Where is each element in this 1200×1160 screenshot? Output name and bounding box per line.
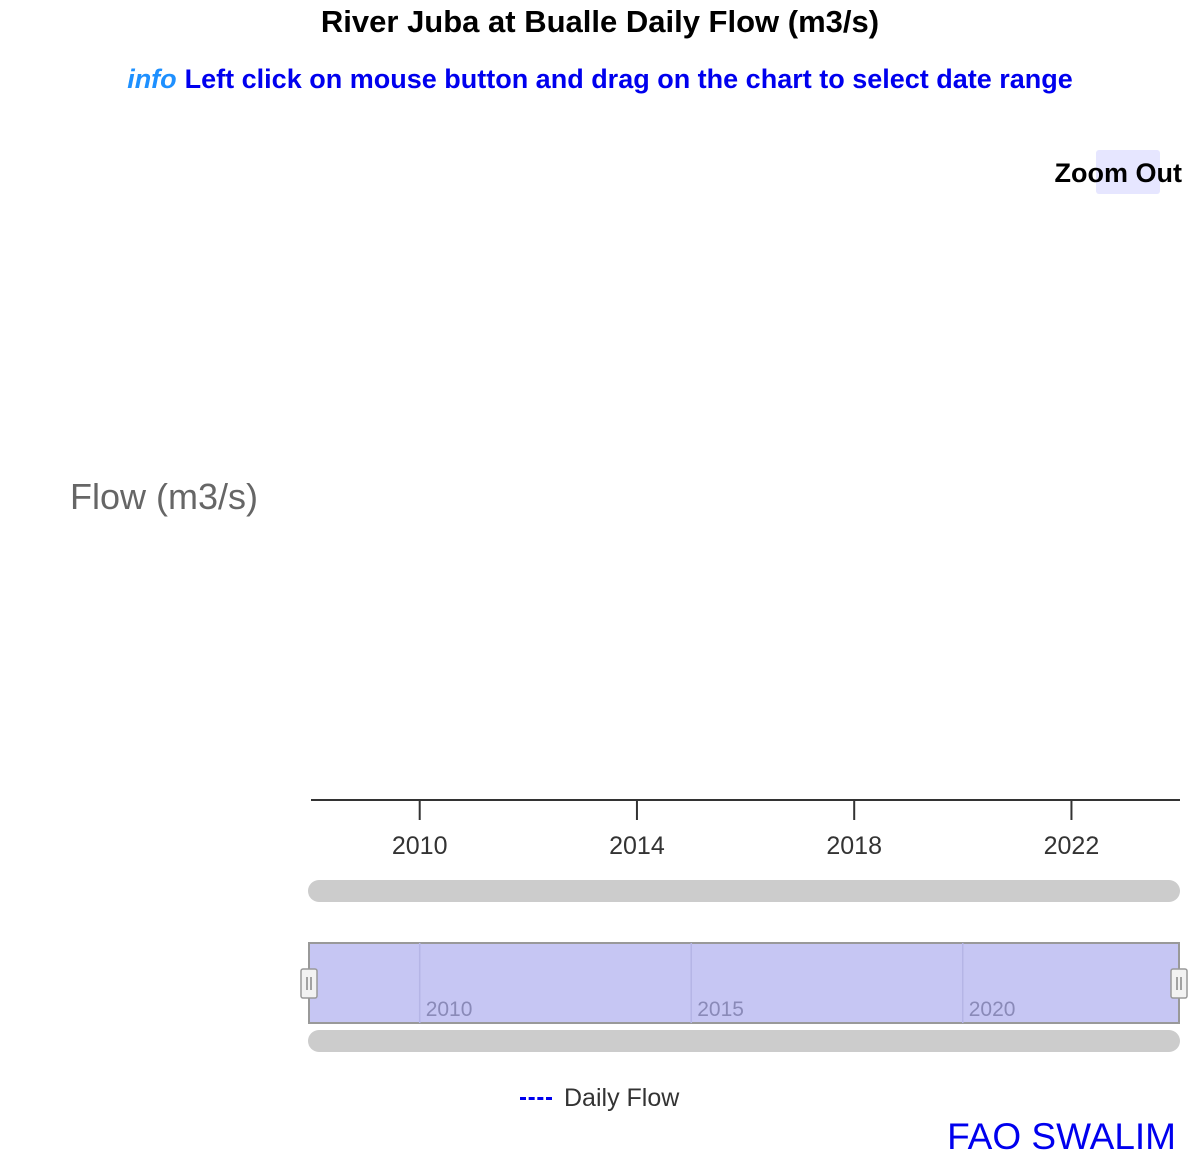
x-tick-label: 2022 bbox=[1044, 832, 1100, 860]
x-tick-label: 2010 bbox=[392, 832, 448, 860]
x-tick-label: 2018 bbox=[826, 832, 882, 860]
info-subtitle: info Left click on mouse button and drag … bbox=[0, 64, 1200, 95]
zoom-out-label: Zoom Out bbox=[1054, 158, 1182, 188]
x-tick-label: 2014 bbox=[609, 832, 665, 860]
x-axis-ticks: 2010 2014 2018 2022 bbox=[392, 800, 1099, 860]
navigator-tick-label: 2015 bbox=[697, 998, 744, 1021]
navigator-scrollbar[interactable] bbox=[308, 1030, 1180, 1052]
credit-text: FAO SWALIM bbox=[947, 1116, 1176, 1157]
navigator-tick-label: 2010 bbox=[426, 998, 473, 1021]
chart-title: River Juba at Bualle Daily Flow (m3/s) bbox=[320, 4, 880, 39]
legend-item-daily-flow[interactable]: Daily Flow bbox=[520, 1084, 679, 1113]
navigator-tick-label: 2020 bbox=[969, 998, 1016, 1021]
info-label: info bbox=[127, 64, 177, 94]
navigator-handle-left[interactable] bbox=[300, 968, 318, 999]
navigator-selection[interactable] bbox=[309, 943, 1179, 1023]
legend-label: Daily Flow bbox=[564, 1084, 680, 1112]
top-scrollbar[interactable] bbox=[308, 880, 1180, 902]
navigator-handle-right[interactable] bbox=[1170, 968, 1188, 999]
zoom-out-button[interactable]: Zoom Out bbox=[1055, 150, 1182, 194]
navigator[interactable]: 2010 2015 2020 bbox=[300, 942, 1188, 1024]
y-axis-label: Flow (m3/s) bbox=[70, 476, 258, 517]
info-text: Left click on mouse button and drag on t… bbox=[184, 64, 1073, 94]
navigator-ticks: 2010 2015 2020 bbox=[418, 943, 1016, 1023]
legend-line-icon bbox=[520, 1097, 552, 1100]
